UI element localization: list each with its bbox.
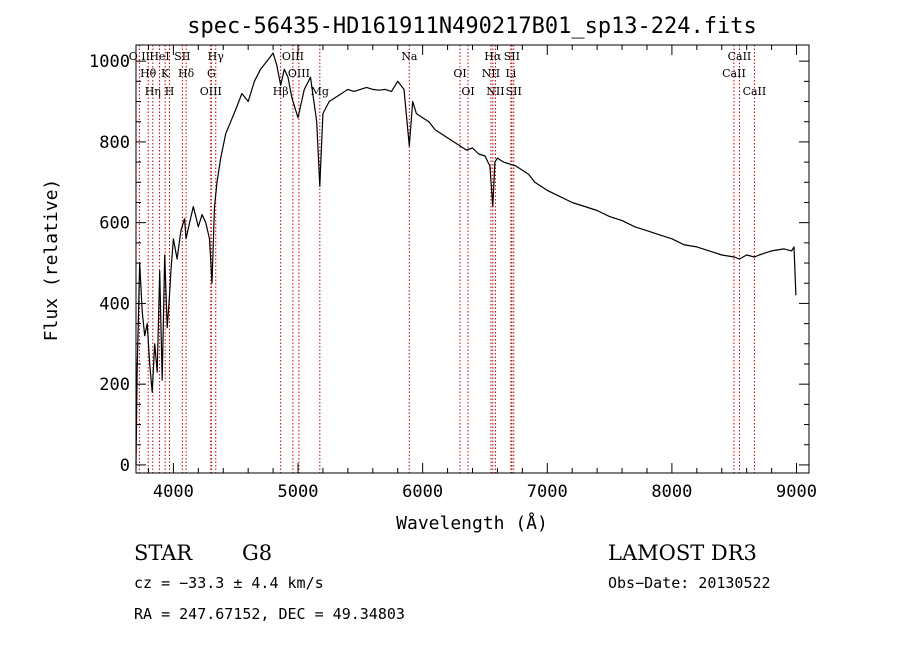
spectral-line-label: Na	[401, 50, 418, 63]
spectral-line-label: HeI	[149, 50, 169, 63]
spectral-line-label: CaII	[743, 85, 767, 98]
spectral-line-label: CaII	[728, 50, 752, 63]
y-tick-label: 0	[120, 456, 130, 476]
spectral-line-label: NII	[486, 85, 504, 98]
x-tick-label: 5000	[278, 482, 319, 502]
spectral-line-label: Mg	[311, 85, 329, 98]
survey-name: LAMOST DR3	[608, 541, 757, 565]
y-tick-label: 1000	[89, 52, 130, 72]
spectral-line-label: OIII	[200, 85, 222, 98]
spectral-line-label: O II	[129, 50, 150, 63]
y-axis-label: Flux (relative)	[41, 179, 62, 342]
spectral-line-label: H	[165, 85, 175, 98]
y-tick-label: 600	[99, 214, 130, 234]
x-tick-label: 9000	[776, 482, 817, 502]
coordinates-text: RA = 247.67152, DEC = 49.34803	[134, 605, 405, 623]
spectral-line-label: Hβ	[273, 85, 289, 98]
spectral-line-label: OIII	[282, 50, 304, 63]
spectral-line-label: G	[207, 67, 216, 80]
obs-date-text: Obs−Date: 20130522	[608, 574, 771, 592]
spectral-line-label: Li	[505, 67, 516, 80]
object-subclass: G8	[242, 541, 272, 565]
spectral-line-label: K	[161, 67, 170, 80]
plot-area: O IIHθHηHeIKHSIIHδOIIIHγGHβOIIIOIIIMgNaO…	[89, 44, 817, 502]
spectral-line-label: SII	[506, 85, 522, 98]
spectral-line-label: OI	[461, 85, 474, 98]
y-tick-label: 400	[99, 294, 130, 314]
spectral-line-label: SII	[174, 50, 190, 63]
plot-frame	[135, 44, 810, 474]
x-tick-label: 7000	[527, 482, 568, 502]
spectral-line-label: SII	[504, 50, 520, 63]
spectral-line-label: NII	[482, 67, 500, 80]
x-tick-label: 4000	[153, 482, 194, 502]
object-class: STAR	[134, 541, 193, 565]
spectral-line-label: OIII	[288, 67, 310, 80]
x-axis-label: Wavelength (Å)	[396, 512, 548, 534]
flux-series-line	[135, 52, 797, 465]
x-tick-label: 8000	[651, 482, 692, 502]
spectral-line-label: Hθ	[140, 67, 157, 80]
spectral-line-label: Hγ	[208, 50, 225, 63]
spectral-line-label: OI	[453, 67, 466, 80]
spectral-line-label: Hα	[484, 50, 502, 63]
redshift-text: cz = −33.3 ± 4.4 km/s	[134, 574, 324, 592]
chart-title: spec-56435-HD161911N490217B01_sp13-224.f…	[187, 14, 757, 39]
spectral-line-label: CaII	[722, 67, 746, 80]
y-tick-label: 200	[99, 375, 130, 395]
spectral-line-label: Hδ	[178, 67, 195, 80]
spectral-line-label: Hη	[145, 85, 161, 98]
y-tick-label: 800	[99, 133, 130, 153]
x-tick-label: 6000	[402, 482, 443, 502]
